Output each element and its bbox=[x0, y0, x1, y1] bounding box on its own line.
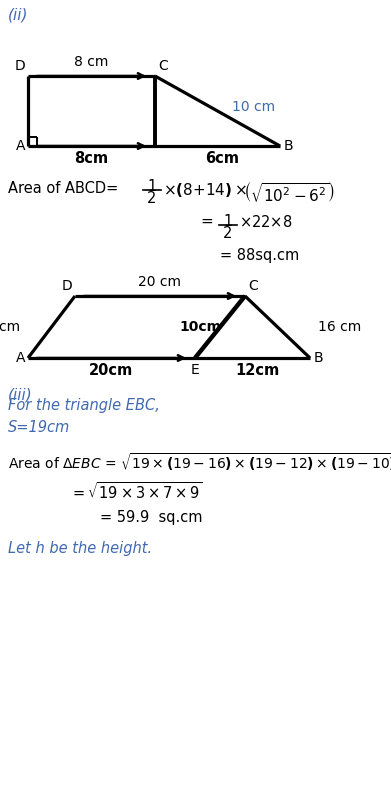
Text: 20cm: 20cm bbox=[90, 363, 134, 378]
Text: 12cm: 12cm bbox=[235, 363, 280, 378]
Text: Area of ABCD=: Area of ABCD= bbox=[8, 181, 118, 196]
Text: A: A bbox=[16, 139, 25, 153]
Text: 10 cm: 10 cm bbox=[231, 100, 274, 114]
Text: $\times$22$\times$8: $\times$22$\times$8 bbox=[239, 214, 292, 230]
Text: $\times\mathbf{(}$8+14$\mathbf{)}\times$: $\times\mathbf{(}$8+14$\mathbf{)}\times$ bbox=[163, 181, 247, 199]
Text: C: C bbox=[158, 59, 168, 73]
Text: 8cm: 8cm bbox=[74, 151, 109, 166]
Text: 2: 2 bbox=[147, 191, 157, 206]
Text: B: B bbox=[314, 351, 324, 365]
Text: C: C bbox=[248, 279, 258, 293]
Text: (iii): (iii) bbox=[8, 388, 33, 403]
Text: Area of $\Delta EBC$ = $\sqrt{19\times\mathbf{(}19-16\mathbf{)}\times\mathbf{(}1: Area of $\Delta EBC$ = $\sqrt{19\times\m… bbox=[8, 451, 391, 473]
Text: 20 cm: 20 cm bbox=[138, 275, 181, 289]
Text: $\left(\sqrt{10^2-6^2}\right)$: $\left(\sqrt{10^2-6^2}\right)$ bbox=[243, 180, 335, 205]
Text: B: B bbox=[284, 139, 294, 153]
Text: Let h be the height.: Let h be the height. bbox=[8, 541, 152, 556]
Text: 10cm: 10cm bbox=[179, 320, 221, 334]
Text: 2: 2 bbox=[223, 226, 233, 241]
Text: 6cm: 6cm bbox=[206, 151, 240, 166]
Text: (ii): (ii) bbox=[8, 7, 29, 22]
Text: S=19cm: S=19cm bbox=[8, 420, 70, 435]
Text: 10 cm: 10 cm bbox=[0, 320, 20, 334]
Text: E: E bbox=[191, 363, 199, 377]
Text: 1: 1 bbox=[147, 179, 157, 194]
Text: 8 cm: 8 cm bbox=[74, 55, 109, 69]
Text: = 88sq.cm: = 88sq.cm bbox=[220, 248, 299, 263]
Text: 1: 1 bbox=[223, 214, 233, 229]
Text: For the triangle EBC,: For the triangle EBC, bbox=[8, 398, 160, 413]
Text: = 59.9  sq.cm: = 59.9 sq.cm bbox=[100, 510, 203, 525]
Text: =: = bbox=[200, 214, 213, 229]
Text: A: A bbox=[16, 351, 25, 365]
Text: $= \sqrt{19\times3\times7\times9}$: $= \sqrt{19\times3\times7\times9}$ bbox=[70, 481, 203, 502]
Text: 16 cm: 16 cm bbox=[318, 320, 361, 334]
Text: D: D bbox=[61, 279, 72, 293]
Text: D: D bbox=[14, 59, 25, 73]
